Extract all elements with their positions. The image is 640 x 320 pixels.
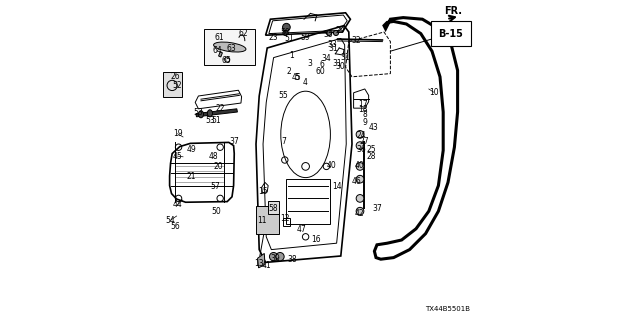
Text: 1: 1 (289, 51, 294, 60)
Circle shape (356, 163, 364, 170)
Text: 7: 7 (282, 137, 287, 146)
Text: 20: 20 (214, 162, 223, 171)
Text: FR.: FR. (444, 6, 462, 16)
FancyBboxPatch shape (268, 201, 279, 214)
Circle shape (356, 142, 364, 149)
Polygon shape (196, 109, 237, 117)
Text: 51: 51 (284, 34, 294, 43)
Circle shape (283, 30, 288, 36)
Text: 23: 23 (269, 33, 278, 42)
Text: 61: 61 (214, 33, 224, 42)
Text: 26: 26 (170, 72, 180, 81)
Polygon shape (258, 253, 265, 268)
Text: 50: 50 (211, 207, 221, 216)
Text: 25: 25 (367, 145, 376, 154)
Text: 59: 59 (300, 33, 310, 42)
Text: 57: 57 (211, 182, 220, 191)
Text: 3: 3 (307, 59, 312, 68)
Text: 14: 14 (332, 182, 342, 191)
Text: 27: 27 (360, 137, 370, 146)
Text: 9: 9 (362, 118, 367, 127)
Text: 8: 8 (362, 110, 367, 119)
Text: 22: 22 (216, 104, 225, 113)
Text: 54: 54 (166, 216, 175, 225)
Text: 17: 17 (358, 100, 368, 109)
Text: 16: 16 (311, 235, 321, 244)
Text: 12: 12 (281, 214, 290, 223)
Text: 28: 28 (367, 152, 376, 161)
Ellipse shape (198, 111, 204, 118)
Text: 63: 63 (227, 44, 237, 53)
Text: 53: 53 (193, 108, 204, 117)
Text: B-15: B-15 (438, 28, 463, 39)
Text: 21: 21 (187, 172, 196, 181)
Text: 43: 43 (369, 123, 378, 132)
Text: 29: 29 (335, 26, 345, 35)
Text: 42: 42 (355, 209, 364, 218)
Circle shape (333, 30, 339, 36)
Text: 15: 15 (258, 187, 268, 196)
Text: 51: 51 (211, 116, 221, 125)
Circle shape (356, 175, 364, 183)
Text: 60: 60 (315, 67, 325, 76)
Text: 52: 52 (173, 81, 182, 90)
Text: 56: 56 (170, 222, 180, 231)
Text: 33: 33 (327, 40, 337, 49)
Text: 31: 31 (340, 53, 351, 62)
Text: 64: 64 (212, 46, 222, 55)
Text: 65: 65 (221, 56, 232, 65)
Text: 18: 18 (358, 105, 368, 114)
Text: 62: 62 (239, 29, 248, 38)
Ellipse shape (207, 110, 212, 117)
Circle shape (326, 30, 332, 36)
Text: 31: 31 (333, 59, 342, 68)
Text: 11: 11 (257, 216, 266, 225)
Text: 38: 38 (287, 255, 297, 264)
Text: 6: 6 (319, 60, 324, 68)
Text: 45: 45 (173, 152, 182, 161)
Text: 30: 30 (335, 62, 345, 71)
Text: 39: 39 (271, 254, 280, 263)
Text: 34: 34 (321, 54, 332, 63)
Text: 13: 13 (253, 259, 264, 268)
Polygon shape (219, 52, 223, 57)
FancyBboxPatch shape (256, 206, 279, 234)
Text: 46: 46 (352, 177, 362, 186)
Text: 48: 48 (209, 152, 219, 161)
Circle shape (276, 252, 284, 261)
Text: 40: 40 (326, 161, 336, 170)
Ellipse shape (214, 42, 246, 52)
Text: 47: 47 (297, 225, 307, 234)
Text: 32: 32 (351, 36, 361, 45)
Circle shape (356, 207, 364, 215)
Text: 35: 35 (323, 30, 333, 39)
Text: 37: 37 (230, 137, 239, 146)
Text: 37: 37 (372, 204, 382, 213)
Text: 55: 55 (278, 91, 289, 100)
Text: 24: 24 (356, 131, 366, 140)
FancyBboxPatch shape (204, 29, 255, 65)
Text: 4: 4 (302, 78, 307, 87)
Text: 53: 53 (205, 116, 216, 124)
Text: 31: 31 (328, 44, 338, 53)
Text: 50: 50 (280, 28, 290, 36)
Text: 58: 58 (268, 204, 278, 213)
Circle shape (356, 131, 364, 138)
Text: 10: 10 (429, 88, 438, 97)
Circle shape (283, 23, 290, 31)
FancyBboxPatch shape (163, 72, 182, 97)
Text: 2: 2 (287, 67, 291, 76)
Circle shape (356, 195, 364, 202)
Text: 44: 44 (173, 200, 182, 209)
Text: 41: 41 (261, 261, 271, 270)
Text: 5: 5 (294, 73, 300, 82)
Text: 19: 19 (173, 129, 182, 138)
Text: 45: 45 (292, 73, 301, 82)
Circle shape (269, 252, 278, 261)
Text: 49: 49 (186, 145, 196, 154)
Text: TX44B5501B: TX44B5501B (426, 306, 470, 312)
Text: 40: 40 (355, 161, 364, 170)
Text: 36: 36 (356, 145, 366, 154)
